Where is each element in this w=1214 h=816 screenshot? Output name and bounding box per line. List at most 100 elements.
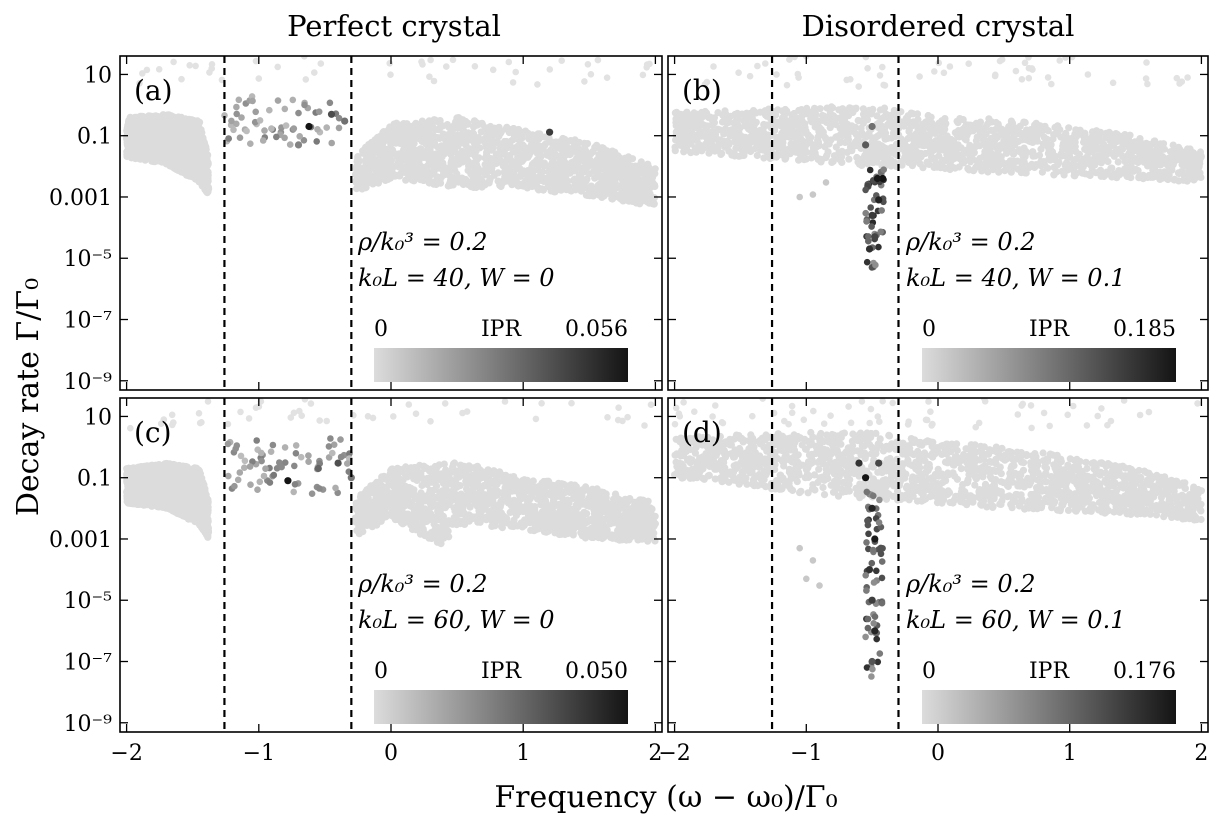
band-point xyxy=(588,190,596,198)
cloud-point xyxy=(261,127,268,134)
band-point xyxy=(394,136,403,144)
band-point xyxy=(992,118,1000,127)
band-point xyxy=(1009,160,1018,168)
band-point xyxy=(435,134,444,142)
cloud-point xyxy=(233,110,240,118)
band-point xyxy=(981,129,989,137)
cloud-point xyxy=(259,137,267,144)
band-point xyxy=(1097,138,1105,146)
cloud-point xyxy=(228,117,235,125)
band-point xyxy=(1077,159,1085,167)
band-point xyxy=(849,142,858,151)
band-point xyxy=(624,175,633,183)
band-point xyxy=(940,135,949,143)
cloud-point xyxy=(286,141,294,148)
band-point xyxy=(402,162,410,170)
band-point xyxy=(1119,139,1127,147)
cloud-point xyxy=(300,137,308,144)
band-point xyxy=(738,110,746,118)
band-point xyxy=(1019,133,1027,141)
band-point xyxy=(992,150,1000,159)
band-point xyxy=(735,129,743,137)
band-point xyxy=(781,105,789,114)
cloud-point xyxy=(266,106,273,114)
band-point xyxy=(1095,168,1104,176)
band-point xyxy=(447,125,455,133)
band-point xyxy=(846,128,854,136)
band-point xyxy=(1029,148,1037,156)
band-point xyxy=(991,142,999,150)
cloud-point xyxy=(471,63,479,70)
band-point xyxy=(130,136,138,144)
band-point xyxy=(618,176,627,184)
cloud-point xyxy=(255,75,263,82)
band-point xyxy=(707,145,716,153)
band-point xyxy=(843,148,851,156)
band-point xyxy=(786,127,794,135)
cloud-point xyxy=(301,56,308,60)
band-point xyxy=(528,176,536,184)
cloud-point xyxy=(315,108,323,115)
band-point xyxy=(1022,169,1030,177)
band-point xyxy=(558,153,566,161)
band-point xyxy=(509,168,518,176)
band-point xyxy=(360,149,368,157)
band-point xyxy=(924,159,932,167)
band-point xyxy=(795,156,803,164)
band-point xyxy=(433,173,441,181)
cloud-point xyxy=(639,71,647,79)
band-point xyxy=(149,146,157,154)
band-point xyxy=(427,157,435,165)
band-point xyxy=(389,164,397,172)
band-point xyxy=(178,166,187,174)
band-point xyxy=(671,147,679,155)
band-point xyxy=(582,177,590,185)
band-point xyxy=(518,155,527,163)
band-point xyxy=(821,143,829,151)
band-point xyxy=(545,134,553,142)
band-point xyxy=(638,194,646,202)
band-point xyxy=(455,159,463,168)
band-point xyxy=(469,129,477,137)
band-point xyxy=(134,149,142,158)
band-point xyxy=(732,117,740,125)
band-point xyxy=(797,106,806,114)
cloud-point xyxy=(289,96,297,104)
band-point xyxy=(830,152,839,160)
band-point xyxy=(132,115,141,123)
band-point xyxy=(976,154,984,162)
band-point xyxy=(390,120,398,128)
band-point xyxy=(495,132,503,140)
band-point xyxy=(1035,151,1044,159)
band-point xyxy=(471,152,479,160)
band-point xyxy=(367,147,375,156)
band-point xyxy=(1033,123,1041,131)
cloud-point xyxy=(225,135,232,142)
cloud-point xyxy=(603,74,611,81)
band-point xyxy=(497,182,505,191)
band-point xyxy=(455,178,463,186)
band-point xyxy=(1007,117,1016,125)
band-point xyxy=(838,158,846,166)
cloud-point xyxy=(534,81,541,88)
annotation-params: k₀L = 40, W = 0 xyxy=(358,264,555,292)
band-point xyxy=(1043,126,1051,134)
band-point xyxy=(523,184,532,192)
band-point xyxy=(566,169,574,177)
band-point xyxy=(519,167,528,175)
band-point xyxy=(981,148,989,156)
col-title-disordered: Disordered crystal xyxy=(802,9,1075,43)
cloud-point xyxy=(311,69,318,76)
band-point xyxy=(501,173,509,181)
band-point xyxy=(157,119,165,127)
cloud-point xyxy=(558,57,565,64)
band-point xyxy=(398,129,407,137)
band-point xyxy=(492,150,500,158)
band-point xyxy=(585,170,594,178)
band-point xyxy=(415,135,423,143)
cloud-point xyxy=(581,78,588,85)
band-point xyxy=(613,164,621,172)
band-point xyxy=(814,155,822,163)
band-point xyxy=(184,159,192,167)
band-point xyxy=(587,150,595,158)
